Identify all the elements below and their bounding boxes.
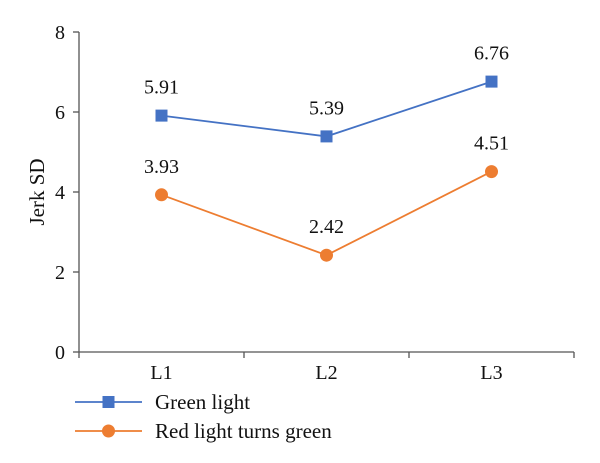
y-tick-label: 8 (55, 22, 65, 44)
y-tick-label: 0 (55, 342, 65, 364)
square-marker (485, 75, 498, 88)
data-label: 2.42 (309, 216, 344, 238)
x-tick-label: L2 (315, 362, 337, 384)
series-line-2 (161, 170, 492, 257)
data-labels: 5.91 5.39 6.76 3.93 2.42 4.51 (144, 43, 509, 239)
legend-circle-icon (102, 424, 115, 438)
y-tick-label: 6 (55, 102, 65, 124)
x-ticks: L1 L2 L3 (78, 352, 575, 384)
circle-marker (485, 165, 498, 179)
data-label: 5.91 (144, 77, 179, 99)
y-tick-label: 2 (55, 262, 65, 284)
circle-marker (155, 188, 168, 202)
square-marker (155, 109, 168, 122)
data-label: 5.39 (309, 97, 344, 119)
y-ticks: 0 2 4 6 8 (55, 22, 79, 364)
legend-square-icon (102, 396, 115, 408)
data-label: 3.93 (144, 156, 179, 178)
series-layer (155, 75, 498, 262)
x-tick-label: L3 (480, 362, 502, 384)
y-tick-label: 4 (55, 182, 65, 204)
legend-label: Green light (155, 390, 250, 414)
circle-marker (320, 248, 333, 262)
square-marker (320, 130, 333, 143)
legend-label: Red light turns green (155, 419, 332, 443)
y-axis-label: Jerk SD (25, 158, 49, 225)
data-label: 6.76 (474, 43, 509, 65)
x-tick-label: L1 (150, 362, 172, 384)
data-label: 4.51 (474, 133, 509, 155)
legend: Green light Red light turns green (75, 390, 332, 443)
